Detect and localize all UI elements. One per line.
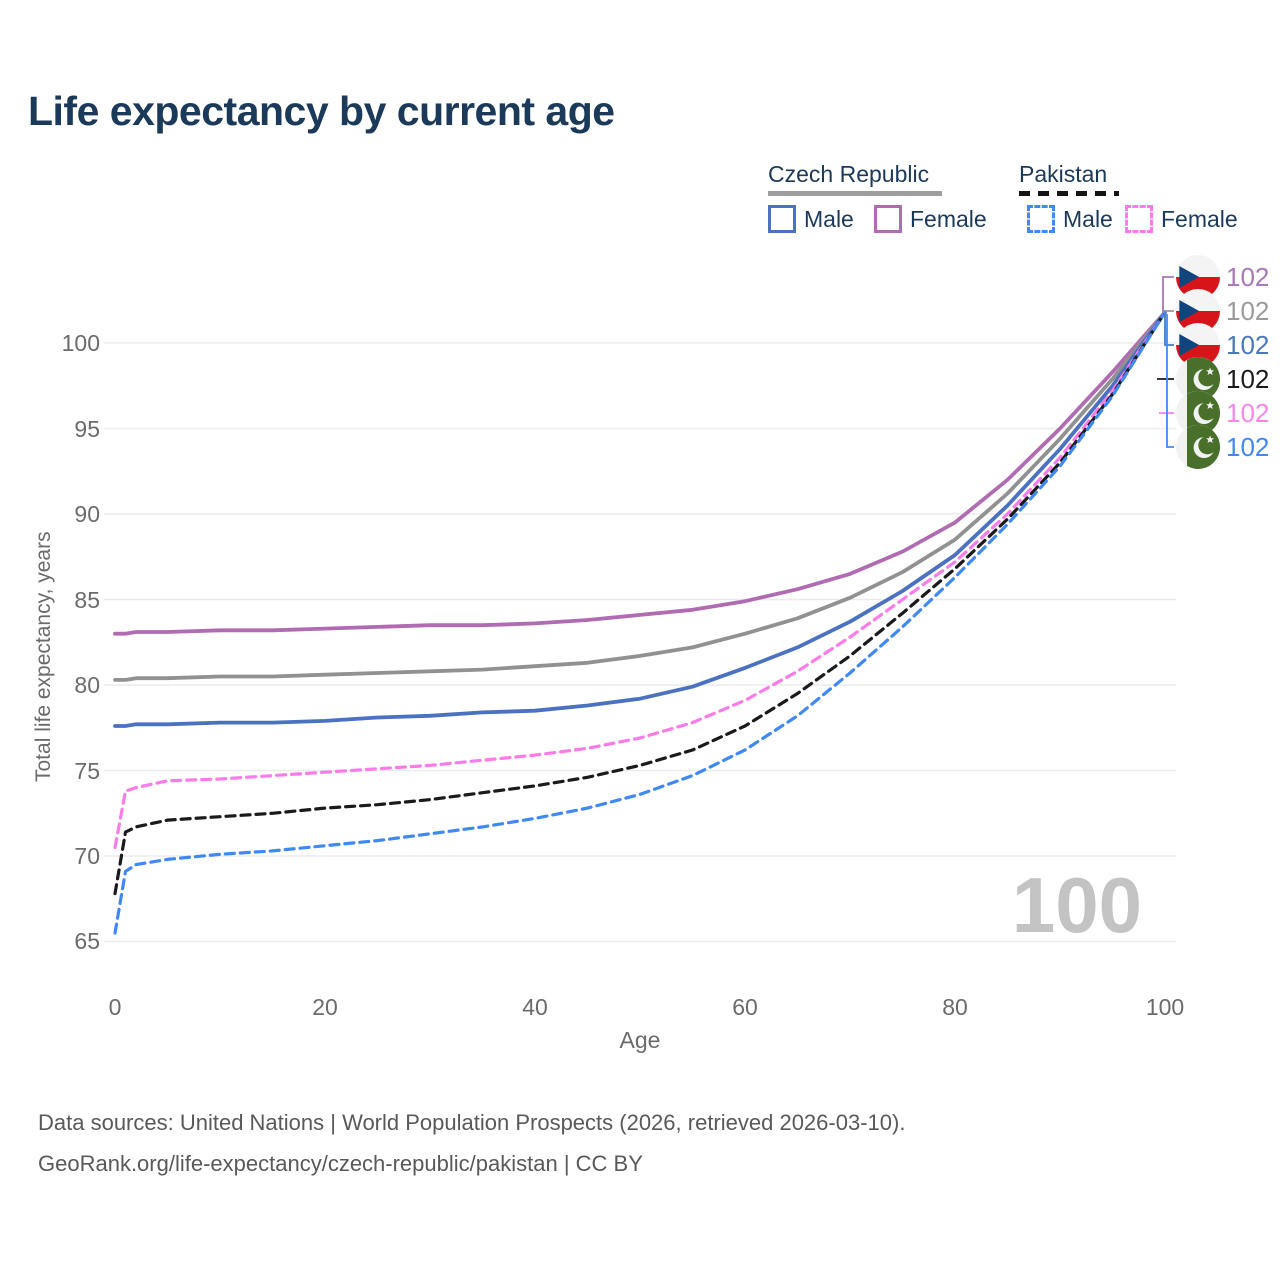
- legend-item-czech-male[interactable]: Male: [768, 205, 854, 233]
- endpoint-value: 102: [1226, 432, 1270, 462]
- endpoint-value: 102: [1226, 262, 1270, 292]
- endpoint-row: 102: [1176, 391, 1269, 435]
- legend-group-czech-republic[interactable]: Czech Republic: [768, 161, 930, 187]
- y-tick-70: 70: [74, 843, 100, 869]
- y-tick-100: 100: [61, 330, 100, 356]
- y-tick-95: 95: [74, 416, 100, 442]
- legend-label: Male: [1063, 206, 1113, 232]
- legend-item-czech-female[interactable]: Female: [874, 205, 987, 233]
- series-line-czech-male: [113, 310, 1167, 728]
- series-line-czech-total: [113, 310, 1167, 682]
- legend-swatch-czech-female[interactable]: [874, 205, 902, 233]
- x-tick-60: 60: [732, 994, 758, 1020]
- y-tick-90: 90: [74, 501, 100, 527]
- legend-swatch-pakistan-female[interactable]: [1125, 205, 1153, 233]
- pakistan-flag-icon: [1176, 357, 1220, 401]
- endpoint-row: 102: [1176, 425, 1269, 469]
- x-tick-20: 20: [312, 994, 338, 1020]
- pakistan-flag-icon: [1176, 391, 1220, 435]
- legend-group-pakistan[interactable]: Pakistan: [1019, 161, 1108, 187]
- y-tick-65: 65: [74, 928, 100, 954]
- legend-underline-solid: [768, 191, 942, 196]
- leader-line-czech-female: [1162, 276, 1174, 313]
- legend-label: Male: [804, 206, 854, 232]
- endpoint-value: 102: [1226, 364, 1270, 394]
- y-axis-title: Total life expectancy, years: [32, 531, 55, 782]
- endpoint-value: 102: [1226, 296, 1270, 326]
- y-tick-80: 80: [74, 672, 100, 698]
- x-tick-40: 40: [522, 994, 548, 1020]
- endpoint-row: 102: [1176, 357, 1269, 401]
- series-line-pakistan-male: [113, 310, 1167, 935]
- age-watermark: 100: [1011, 861, 1142, 949]
- endpoint-row: 102: [1176, 289, 1269, 333]
- legend-item-pakistan-male[interactable]: Male: [1027, 205, 1113, 233]
- series-line-czech-female: [113, 310, 1167, 636]
- legend-item-pakistan-female[interactable]: Female: [1125, 205, 1238, 233]
- series-line-pakistan-female: [113, 310, 1167, 850]
- data-source-line: Data sources: United Nations | World Pop…: [38, 1110, 906, 1135]
- legend-underline-dashed: [1019, 191, 1119, 196]
- x-tick-100: 100: [1145, 994, 1185, 1020]
- legend-swatch-pakistan-male[interactable]: [1027, 205, 1055, 233]
- series-line-pakistan-total: [113, 310, 1167, 896]
- leader-line-czech-male: [1164, 313, 1174, 346]
- legend-label: Female: [910, 206, 987, 232]
- legend-label: Female: [1161, 206, 1238, 232]
- y-tick-85: 85: [74, 587, 100, 613]
- page-title: Life expectancy by current age: [28, 88, 615, 134]
- legend-swatch-czech-male[interactable]: [768, 205, 796, 233]
- x-tick-80: 80: [942, 994, 968, 1020]
- x-tick-0: 0: [108, 994, 122, 1020]
- x-axis-title: Age: [619, 1027, 661, 1053]
- pakistan-flag-icon: [1176, 425, 1220, 469]
- attribution-line[interactable]: GeoRank.org/life-expectancy/czech-republ…: [38, 1151, 643, 1176]
- endpoint-value: 102: [1226, 398, 1270, 428]
- y-tick-75: 75: [74, 758, 100, 784]
- leader-line-pakistan-male: [1166, 314, 1174, 448]
- endpoint-value: 102: [1226, 330, 1270, 360]
